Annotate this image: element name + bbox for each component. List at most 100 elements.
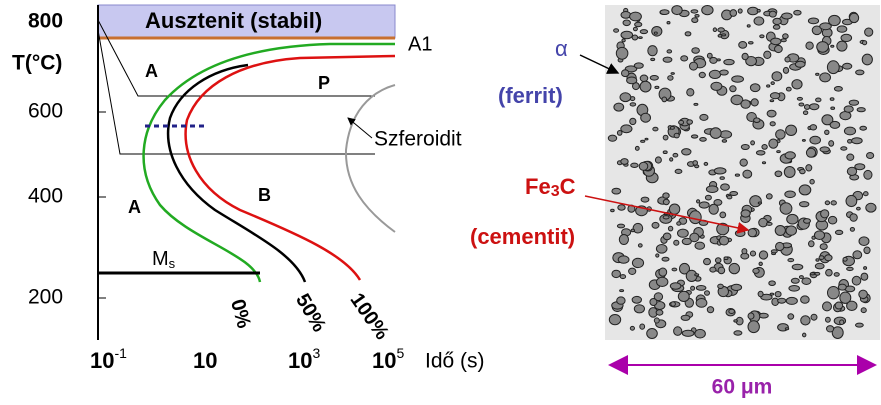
- particle: [747, 25, 750, 27]
- x-tick-label: 10-1: [90, 345, 127, 373]
- particle: [799, 276, 803, 279]
- particle: [846, 195, 857, 206]
- particle: [740, 159, 747, 166]
- particle: [667, 50, 672, 53]
- particle: [662, 257, 669, 261]
- particle: [786, 297, 797, 304]
- particle: [835, 302, 843, 309]
- particle: [861, 273, 868, 280]
- particle: [764, 51, 771, 58]
- particle: [770, 93, 779, 99]
- particle: [663, 193, 669, 198]
- particle: [826, 269, 833, 276]
- region-label: A: [128, 197, 141, 217]
- particle: [853, 251, 862, 259]
- particle: [706, 186, 718, 193]
- particle: [863, 41, 867, 45]
- particle: [743, 170, 752, 178]
- particle: [655, 86, 659, 88]
- particle: [771, 82, 774, 85]
- particle: [672, 6, 682, 15]
- particle: [815, 272, 820, 275]
- particle: [647, 329, 658, 339]
- particle: [828, 287, 840, 299]
- particle: [786, 226, 797, 235]
- x-tick-label: 10: [193, 348, 217, 373]
- particle: [787, 214, 798, 224]
- particle: [825, 255, 832, 261]
- particle: [656, 310, 663, 315]
- particle: [667, 22, 670, 24]
- particle: [849, 100, 858, 105]
- particle: [770, 100, 774, 102]
- particle: [609, 315, 620, 325]
- particle: [685, 32, 691, 36]
- particle: [804, 105, 809, 110]
- particle: [775, 45, 783, 52]
- particle: [758, 202, 761, 204]
- particle: [678, 229, 689, 237]
- particle: [838, 284, 846, 290]
- particle: [799, 185, 811, 195]
- region-label: Szferoidit: [374, 128, 462, 151]
- region-label: A: [145, 61, 158, 81]
- particle: [769, 281, 776, 286]
- particle: [775, 171, 782, 177]
- particle: [670, 127, 674, 130]
- particle: [687, 120, 693, 125]
- particle: [623, 20, 630, 26]
- particle: [831, 107, 835, 109]
- particle: [775, 292, 781, 297]
- particle: [830, 98, 834, 101]
- y-tick-label: 400: [28, 185, 63, 208]
- particle: [618, 256, 629, 263]
- particle: [780, 203, 792, 214]
- particle: [751, 99, 758, 106]
- y-tick-label: 200: [28, 286, 63, 309]
- y-axis-label: T(°C): [12, 52, 62, 75]
- particle: [801, 296, 810, 303]
- particle: [616, 47, 628, 59]
- particle: [640, 81, 651, 92]
- particle: [782, 13, 793, 19]
- particle: [638, 244, 642, 247]
- particle: [827, 326, 834, 332]
- particle: [718, 284, 724, 288]
- particle: [710, 128, 721, 139]
- particle: [786, 87, 791, 91]
- particle: [856, 323, 864, 327]
- particle: [670, 158, 673, 161]
- particle: [844, 106, 853, 112]
- particle: [769, 11, 776, 17]
- particle: [731, 284, 741, 290]
- particle: [767, 110, 776, 117]
- y-tick-label: 600: [28, 100, 63, 123]
- particle: [792, 80, 802, 89]
- particle: [721, 184, 730, 190]
- particle: [864, 267, 867, 270]
- curve-label: 100%: [346, 289, 393, 344]
- particle: [843, 257, 847, 261]
- particle: [695, 274, 699, 276]
- scale-label: 60 μm: [712, 376, 773, 399]
- particle: [831, 45, 834, 47]
- curve-label: 0%: [226, 297, 255, 331]
- particle: [732, 76, 744, 82]
- particle: [735, 174, 739, 176]
- particle: [841, 34, 852, 41]
- cementite-label: (cementit): [470, 224, 575, 249]
- particle: [857, 108, 865, 112]
- particle: [816, 73, 819, 75]
- particle: [635, 22, 642, 26]
- particle: [722, 140, 726, 143]
- particle: [843, 63, 852, 69]
- ms-label: Ms: [152, 248, 176, 271]
- particle: [831, 201, 836, 205]
- particle: [785, 152, 795, 159]
- particle: [663, 216, 669, 219]
- particle: [696, 299, 707, 308]
- particle: [632, 35, 638, 40]
- particle: [681, 56, 688, 61]
- particle: [727, 196, 732, 199]
- particle: [786, 125, 797, 135]
